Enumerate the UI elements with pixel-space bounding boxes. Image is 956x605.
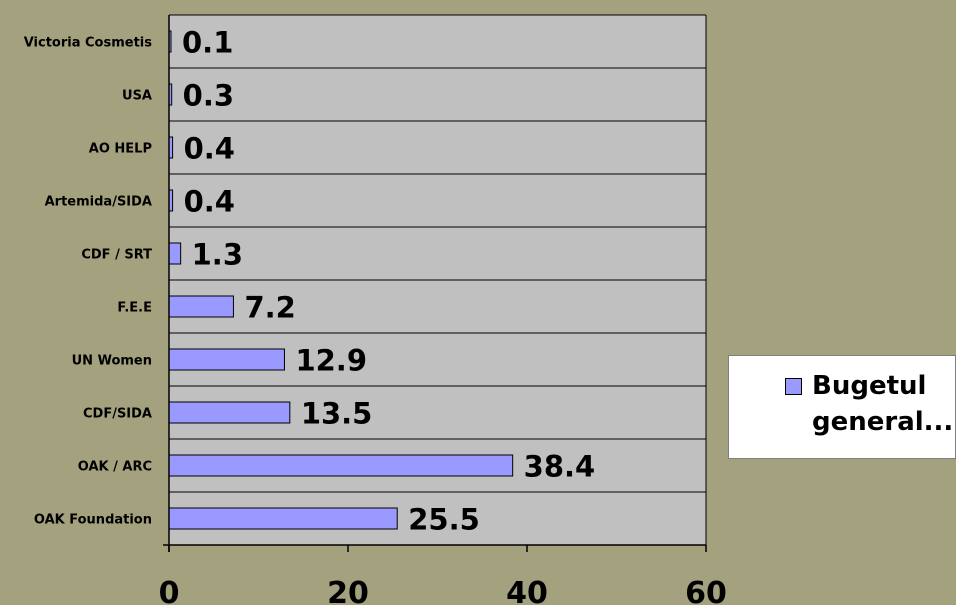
legend-swatch: [785, 378, 802, 395]
bar: [168, 295, 234, 318]
category-labels: Victoria Cosmetis USA AO HELP Artemida/SIDA…: [24, 36, 153, 528]
legend-label: Bugetul general...: [812, 371, 954, 437]
bar: [168, 507, 398, 530]
category-label: USA: [122, 89, 152, 104]
x-tick-label: 40: [506, 576, 548, 605]
bars: [168, 30, 514, 530]
data-label: 0.4: [184, 132, 235, 166]
data-label: 12.9: [295, 344, 367, 378]
legend: Bugetul general...: [728, 355, 956, 459]
category-label: AO HELP: [89, 142, 152, 157]
data-label: 0.3: [183, 79, 234, 113]
bar: [168, 454, 514, 477]
axes: [163, 15, 707, 552]
tick-labels: 0 20 40 60: [159, 576, 727, 605]
data-label: 7.2: [244, 291, 295, 325]
x-tick-label: 0: [159, 576, 180, 605]
category-label: F.E.E: [117, 301, 152, 316]
x-tick-label: 20: [327, 576, 369, 605]
data-label: 13.5: [301, 397, 373, 431]
data-label: 0.4: [184, 185, 235, 219]
category-label: UN Women: [72, 354, 152, 369]
category-label: CDF / SRT: [81, 248, 152, 263]
bar: [168, 348, 285, 371]
category-label: Victoria Cosmetis: [24, 36, 153, 51]
category-label: OAK Foundation: [34, 513, 152, 528]
bar: [168, 401, 291, 424]
data-label: 1.3: [192, 238, 243, 272]
data-label: 38.4: [524, 450, 596, 484]
category-label: Artemida/SIDA: [45, 195, 152, 210]
data-labels: 0.1 0.3 0.4 0.4 1.37.212.9 13.5 38.4 25.5: [182, 26, 595, 537]
category-label: CDF/SIDA: [83, 407, 152, 422]
bar: [168, 242, 182, 265]
data-label: 0.1: [182, 26, 233, 60]
category-label: OAK / ARC: [78, 460, 152, 475]
x-tick-label: 60: [685, 576, 727, 605]
data-label: 25.5: [408, 503, 480, 537]
